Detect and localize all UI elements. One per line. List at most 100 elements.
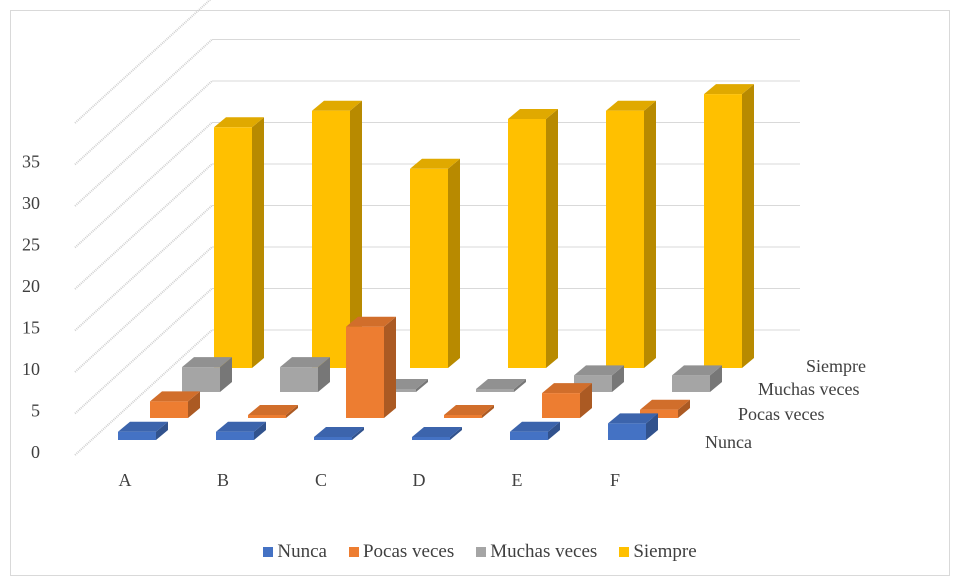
bar-side (350, 100, 362, 368)
bar-top (640, 399, 690, 410)
bar-side (742, 84, 754, 368)
legend-item: Nunca (263, 541, 327, 563)
bar-side (318, 357, 330, 392)
y-tick-label: 0 (31, 442, 40, 462)
bar-side (710, 365, 722, 392)
x-tick-label: A (119, 470, 132, 490)
gridline-side (74, 329, 213, 456)
bar (508, 119, 546, 368)
bar (608, 423, 646, 440)
y-tick-label: 5 (31, 401, 40, 421)
bar (314, 437, 352, 440)
bar (118, 431, 156, 440)
gridline-side (74, 38, 213, 166)
y-tick-label: 10 (22, 359, 40, 379)
legend-item: Siempre (619, 541, 697, 563)
bar-side (678, 399, 690, 418)
bar-top (444, 405, 494, 415)
bar-side (286, 405, 298, 418)
legend-swatch (476, 547, 487, 557)
bar (280, 367, 318, 392)
legend-label: Nunca (277, 541, 327, 562)
bar-top (150, 391, 200, 402)
x-tick-label: E (512, 470, 523, 490)
bar-side (644, 100, 656, 368)
gridline-side (74, 246, 213, 373)
bar-side (548, 421, 560, 440)
bar-side (252, 117, 264, 368)
bar-top (248, 405, 298, 415)
legend-label: Siempre (633, 541, 697, 562)
bar (672, 375, 710, 392)
bar-side (384, 316, 396, 418)
bar-top (574, 365, 624, 376)
bar-side (254, 421, 266, 440)
series-depth-label: Siempre (806, 356, 866, 376)
bar-side (546, 109, 558, 368)
legend-item: Pocas veces (348, 541, 455, 563)
bar-side (416, 379, 428, 392)
bar-top (182, 357, 232, 368)
bar-side (646, 413, 658, 440)
legend-swatch (348, 547, 359, 557)
legend-label: Muchas veces (490, 541, 598, 562)
legend-label: Pocas veces (362, 541, 455, 562)
bar (410, 168, 448, 368)
y-tick-label: 15 (22, 318, 40, 338)
bar-side (448, 158, 460, 368)
series-depth-label: Muchas veces (758, 379, 859, 399)
bar-side (156, 421, 168, 440)
series-depth-label: Pocas veces (738, 404, 824, 424)
series-depth-label: Nunca (705, 432, 752, 452)
x-tick-label: D (413, 470, 426, 490)
bar-top (510, 421, 560, 432)
gridline-side (74, 0, 212, 124)
bar (476, 389, 514, 392)
bar (640, 409, 678, 418)
y-tick-label: 20 (22, 276, 40, 296)
bar-top (672, 365, 722, 376)
y-tick-label: 30 (22, 193, 40, 213)
bar (214, 127, 252, 368)
gridline-side (74, 163, 213, 290)
bar (704, 94, 742, 368)
gridline-side (74, 121, 213, 249)
bar (248, 415, 286, 418)
bar-top (312, 100, 362, 111)
legend: Nunca Pocas veces Muchas veces Siempre (0, 540, 960, 564)
bar (150, 401, 188, 418)
legend-swatch (619, 547, 630, 557)
x-tick-label: C (315, 470, 327, 490)
bar-side (514, 379, 526, 392)
bar (510, 431, 548, 440)
bar (182, 367, 220, 392)
bar-top (216, 421, 266, 432)
bar-side (580, 383, 592, 418)
bar-top (476, 379, 526, 389)
bar-side (450, 427, 462, 440)
bar-top (508, 109, 558, 119)
bar-top (704, 84, 754, 95)
bar-top (280, 357, 330, 368)
bar (606, 110, 644, 368)
bar (346, 326, 384, 418)
gridline-side (74, 204, 213, 332)
x-tick-label: B (217, 470, 229, 490)
bar (542, 393, 580, 418)
chart-area (10, 10, 950, 576)
bar-side (188, 391, 200, 418)
bar-side (220, 357, 232, 392)
bar (444, 415, 482, 418)
gridline-side (74, 287, 213, 415)
y-tick-label: 35 (22, 152, 40, 172)
bar-side (352, 427, 364, 440)
bar (378, 389, 416, 392)
bar-side (612, 365, 624, 392)
bar-top (410, 158, 460, 169)
bar-top (606, 100, 656, 111)
bar-side (482, 405, 494, 418)
bar-top (314, 427, 364, 437)
legend-item: Muchas veces (476, 541, 597, 563)
gridline-side (74, 80, 213, 207)
